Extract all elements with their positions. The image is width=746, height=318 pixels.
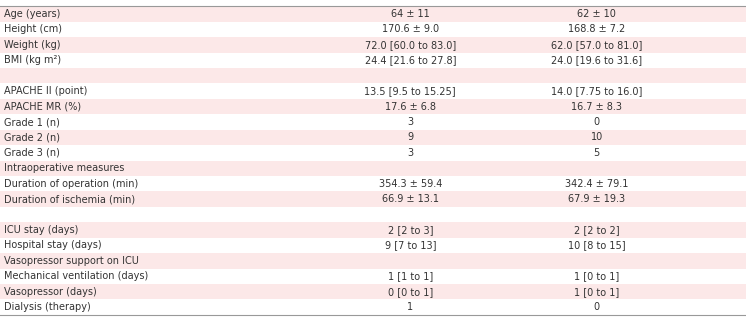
- Text: 3: 3: [407, 117, 413, 127]
- Text: BMI (kg m²): BMI (kg m²): [4, 55, 61, 65]
- Bar: [0, 145, 746, 161]
- Text: 168.8 ± 7.2: 168.8 ± 7.2: [568, 24, 625, 34]
- Bar: [0, 68, 746, 83]
- Text: Grade 2 (n): Grade 2 (n): [4, 133, 60, 142]
- Bar: [0, 161, 746, 176]
- Bar: [0, 6, 746, 22]
- Text: 14.0 [7.75 to 16.0]: 14.0 [7.75 to 16.0]: [551, 86, 642, 96]
- Text: Weight (kg): Weight (kg): [4, 40, 60, 50]
- Bar: [0, 52, 746, 68]
- Text: 13.5 [9.5 to 15.25]: 13.5 [9.5 to 15.25]: [365, 86, 456, 96]
- Bar: [0, 191, 746, 207]
- Bar: [0, 114, 746, 130]
- Text: 2 [2 to 2]: 2 [2 to 2]: [574, 225, 620, 235]
- Text: 62.0 [57.0 to 81.0]: 62.0 [57.0 to 81.0]: [551, 40, 642, 50]
- Text: Height (cm): Height (cm): [4, 24, 62, 34]
- Text: 10: 10: [591, 133, 603, 142]
- Text: APACHE II (point): APACHE II (point): [4, 86, 87, 96]
- Bar: [0, 253, 746, 268]
- Text: 3: 3: [407, 148, 413, 158]
- Text: Hospital stay (days): Hospital stay (days): [4, 240, 101, 250]
- Text: 1 [1 to 1]: 1 [1 to 1]: [388, 271, 433, 281]
- Bar: [0, 22, 746, 37]
- Text: 170.6 ± 9.0: 170.6 ± 9.0: [382, 24, 439, 34]
- Text: 17.6 ± 6.8: 17.6 ± 6.8: [385, 102, 436, 112]
- Text: 5: 5: [594, 148, 600, 158]
- Text: Age (years): Age (years): [4, 9, 60, 19]
- Text: Grade 3 (n): Grade 3 (n): [4, 148, 60, 158]
- Bar: [0, 130, 746, 145]
- Text: Grade 1 (n): Grade 1 (n): [4, 117, 60, 127]
- Bar: [0, 268, 746, 284]
- Text: 9: 9: [407, 133, 413, 142]
- Text: 0: 0: [594, 117, 600, 127]
- Text: ICU stay (days): ICU stay (days): [4, 225, 78, 235]
- Text: 9 [7 to 13]: 9 [7 to 13]: [384, 240, 436, 250]
- Text: 1 [0 to 1]: 1 [0 to 1]: [574, 287, 619, 297]
- Text: 10 [8 to 15]: 10 [8 to 15]: [568, 240, 626, 250]
- Bar: [0, 207, 746, 222]
- Bar: [0, 99, 746, 114]
- Text: 72.0 [60.0 to 83.0]: 72.0 [60.0 to 83.0]: [365, 40, 456, 50]
- Text: APACHE MR (%): APACHE MR (%): [4, 102, 81, 112]
- Text: Duration of ischemia (min): Duration of ischemia (min): [4, 194, 135, 204]
- Text: 67.9 ± 19.3: 67.9 ± 19.3: [568, 194, 625, 204]
- Text: 24.0 [19.6 to 31.6]: 24.0 [19.6 to 31.6]: [551, 55, 642, 65]
- Text: 16.7 ± 8.3: 16.7 ± 8.3: [571, 102, 622, 112]
- Bar: [0, 284, 746, 300]
- Text: 0: 0: [594, 302, 600, 312]
- Text: 64 ± 11: 64 ± 11: [391, 9, 430, 19]
- Text: 1: 1: [407, 302, 413, 312]
- Bar: [0, 222, 746, 238]
- Text: 62 ± 10: 62 ± 10: [577, 9, 616, 19]
- Text: 0 [0 to 1]: 0 [0 to 1]: [388, 287, 433, 297]
- Text: Vasopressor (days): Vasopressor (days): [4, 287, 96, 297]
- Text: Mechanical ventilation (days): Mechanical ventilation (days): [4, 271, 148, 281]
- Bar: [0, 238, 746, 253]
- Text: Vasopressor support on ICU: Vasopressor support on ICU: [4, 256, 139, 266]
- Text: 24.4 [21.6 to 27.8]: 24.4 [21.6 to 27.8]: [365, 55, 456, 65]
- Text: Duration of operation (min): Duration of operation (min): [4, 179, 138, 189]
- Text: Intraoperative measures: Intraoperative measures: [4, 163, 124, 173]
- Text: 66.9 ± 13.1: 66.9 ± 13.1: [382, 194, 439, 204]
- Bar: [0, 300, 746, 315]
- Bar: [0, 176, 746, 191]
- Bar: [0, 37, 746, 52]
- Text: Dialysis (therapy): Dialysis (therapy): [4, 302, 90, 312]
- Text: 2 [2 to 3]: 2 [2 to 3]: [388, 225, 433, 235]
- Text: 354.3 ± 59.4: 354.3 ± 59.4: [379, 179, 442, 189]
- Text: 1 [0 to 1]: 1 [0 to 1]: [574, 271, 619, 281]
- Bar: [0, 83, 746, 99]
- Text: 342.4 ± 79.1: 342.4 ± 79.1: [565, 179, 628, 189]
